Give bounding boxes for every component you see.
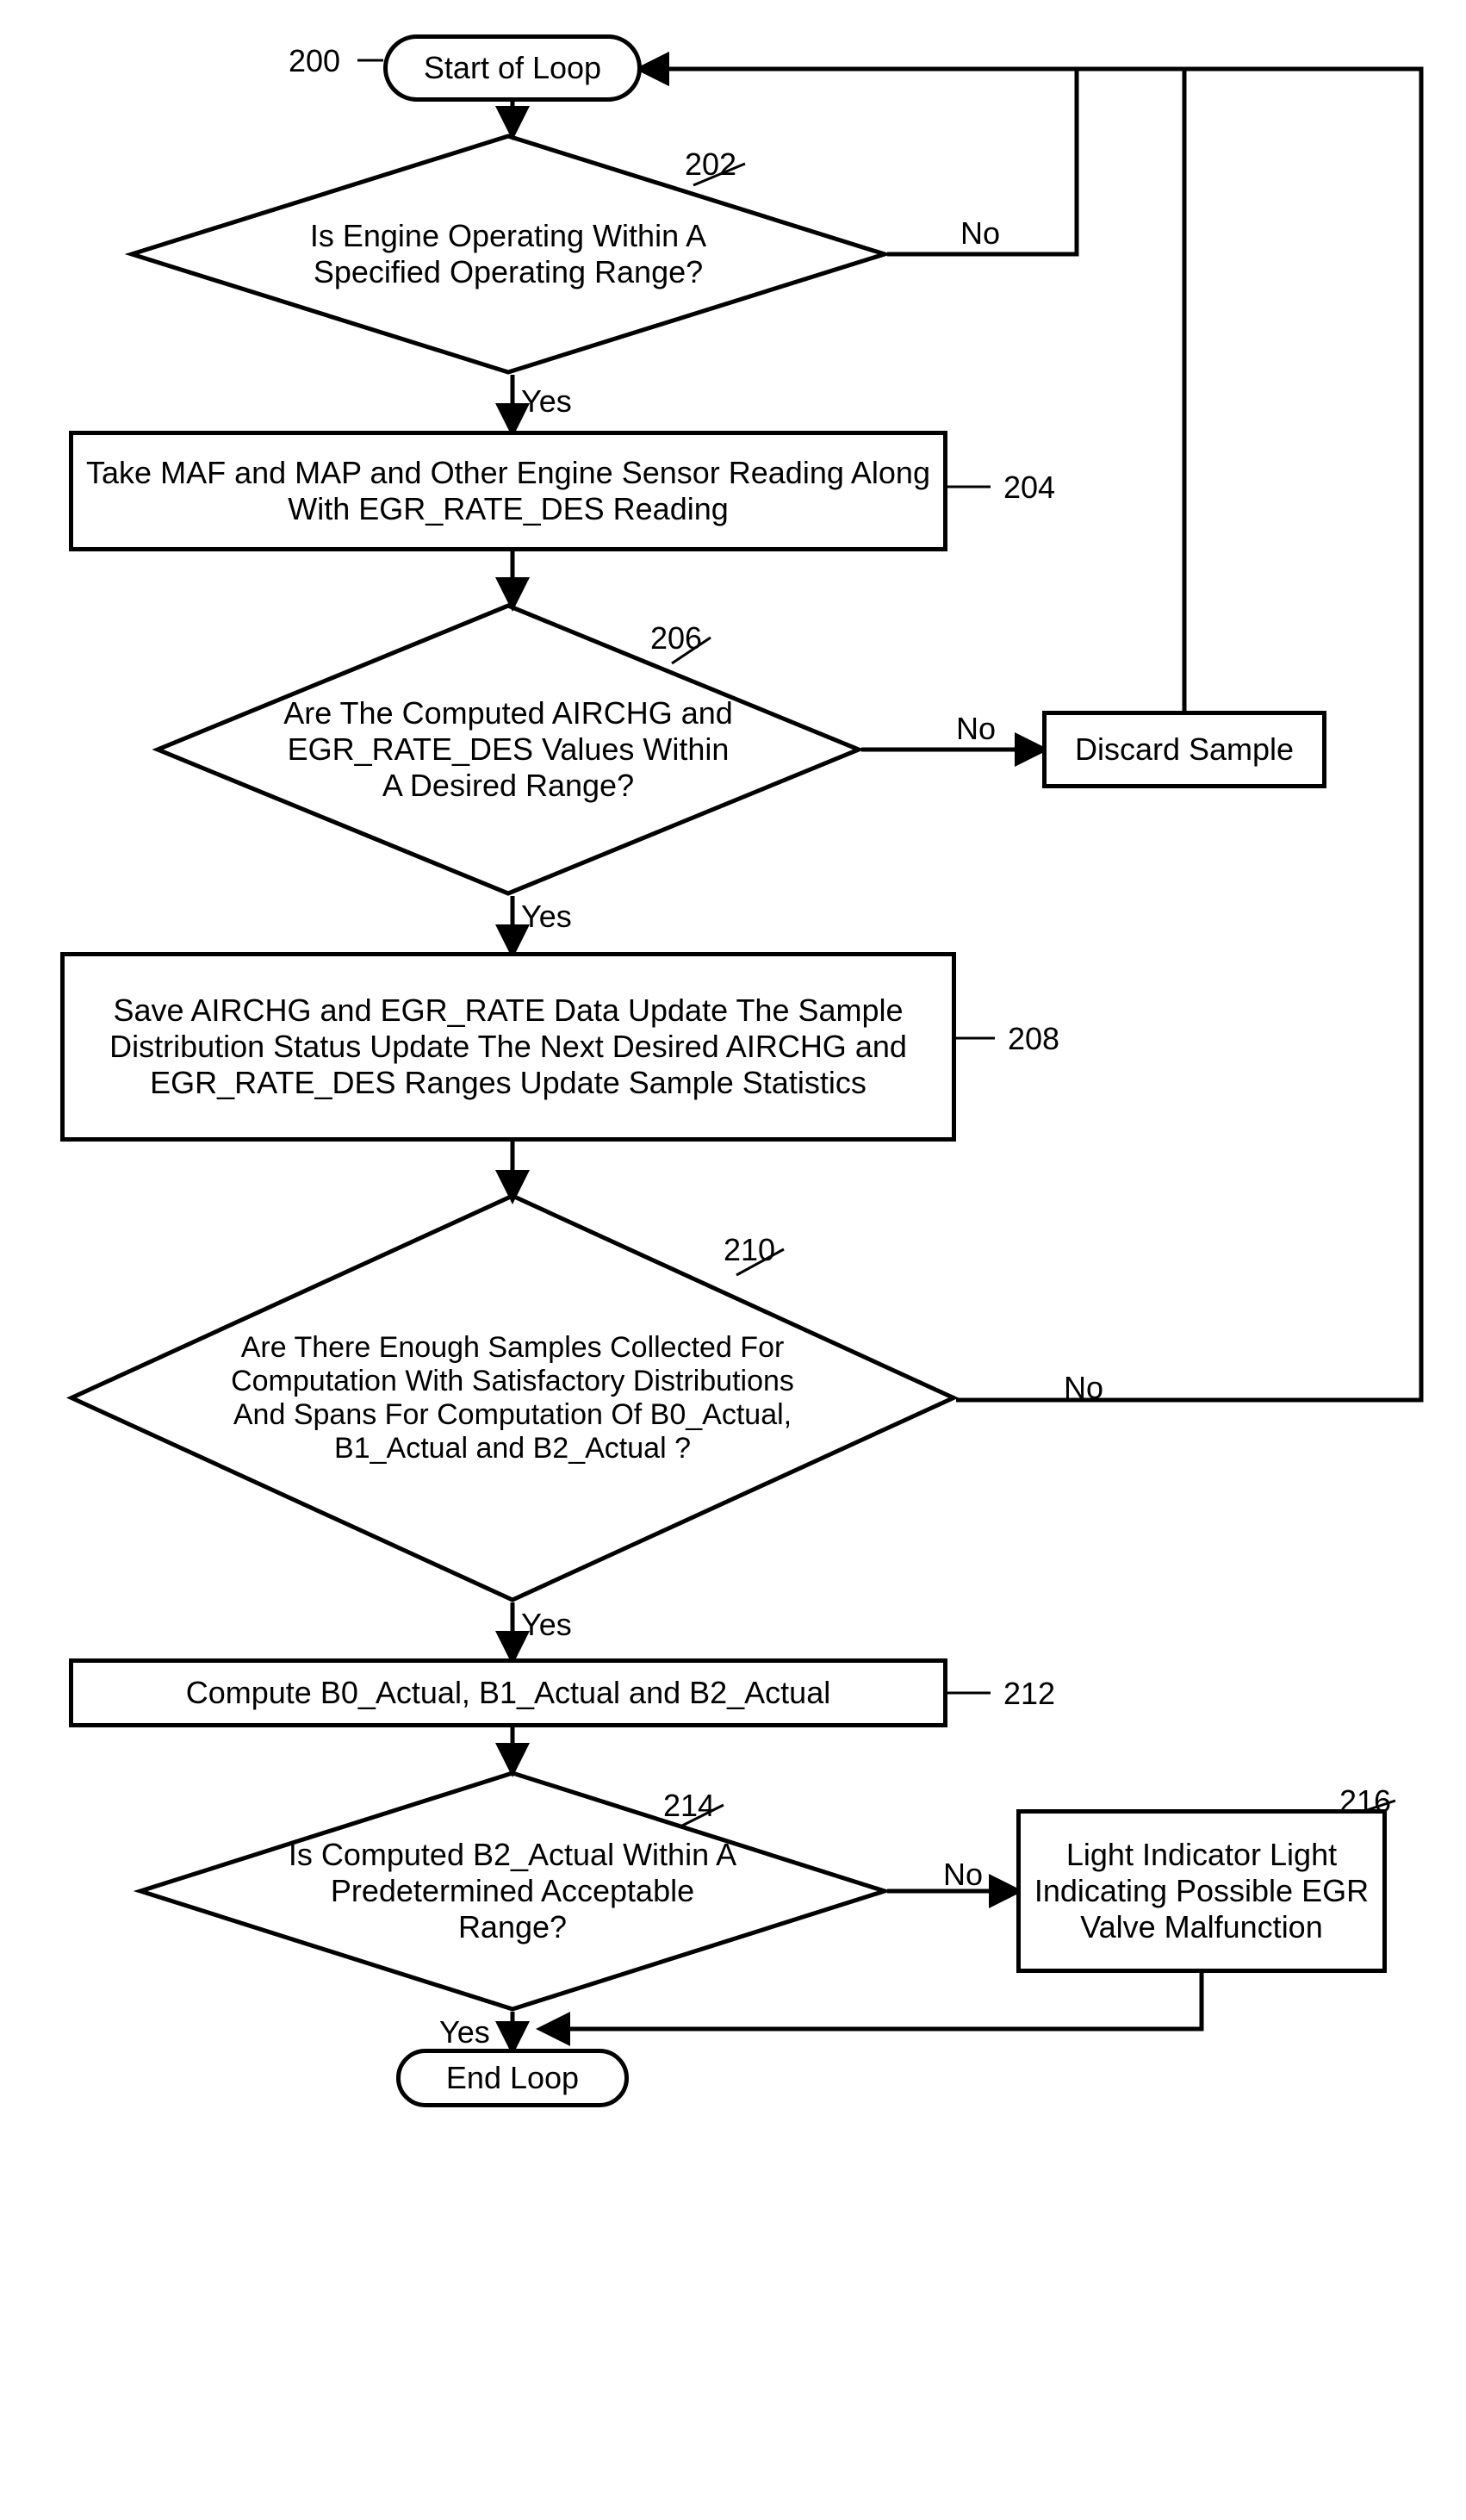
ref-212: 212 bbox=[1003, 1676, 1055, 1712]
process-take-readings-text: Take MAF and MAP and Other Engine Sensor… bbox=[85, 455, 931, 527]
process-discard-sample: Discard Sample bbox=[1042, 711, 1326, 788]
decision-enough-text: Are There Enough Samples Collected For C… bbox=[202, 1331, 823, 1465]
decision-engine-text: Is Engine Operating Within A Specified O… bbox=[281, 218, 736, 290]
start-terminator: Start of Loop bbox=[383, 34, 642, 102]
label-yes-202: Yes bbox=[521, 383, 572, 420]
process-compute-text: Compute B0_Actual, B1_Actual and B2_Actu… bbox=[186, 1675, 830, 1711]
ref-206: 206 bbox=[650, 620, 702, 656]
label-no-214: No bbox=[943, 1857, 983, 1893]
ref-202: 202 bbox=[685, 146, 736, 183]
decision-engine-range: Is Engine Operating Within A Specified O… bbox=[129, 134, 887, 375]
label-no-202: No bbox=[960, 215, 1000, 252]
flowchart-canvas: Start of Loop End Loop Is Engine Operati… bbox=[0, 0, 1466, 2107]
ref-214: 214 bbox=[663, 1788, 715, 1824]
ref-200: 200 bbox=[289, 43, 340, 79]
label-yes-206: Yes bbox=[521, 899, 572, 935]
ref-210: 210 bbox=[724, 1232, 775, 1268]
process-light-text: Light Indicator Light Indicating Possibl… bbox=[1033, 1837, 1370, 1945]
end-text: End Loop bbox=[446, 2060, 579, 2096]
start-text: Start of Loop bbox=[424, 50, 601, 86]
label-yes-210: Yes bbox=[521, 1607, 572, 1643]
process-save-text: Save AIRCHG and EGR_RATE Data Update The… bbox=[77, 992, 940, 1101]
decision-b2-text: Is Computed B2_Actual Within A Predeterm… bbox=[288, 1837, 737, 1945]
process-light-indicator: Light Indicator Light Indicating Possibl… bbox=[1016, 1809, 1387, 1973]
ref-216: 216 bbox=[1339, 1783, 1391, 1820]
end-terminator: End Loop bbox=[396, 2049, 629, 2107]
decision-airchg-text: Are The Computed AIRCHG and EGR_RATE_DES… bbox=[283, 695, 735, 804]
ref-208: 208 bbox=[1008, 1021, 1059, 1057]
decision-enough-samples: Are There Enough Samples Collected For C… bbox=[69, 1193, 956, 1602]
process-compute-b: Compute B0_Actual, B1_Actual and B2_Actu… bbox=[69, 1658, 947, 1727]
decision-airchg-range: Are The Computed AIRCHG and EGR_RATE_DES… bbox=[155, 603, 861, 896]
process-save-update: Save AIRCHG and EGR_RATE Data Update The… bbox=[60, 952, 956, 1142]
label-no-206: No bbox=[956, 711, 996, 747]
process-discard-text: Discard Sample bbox=[1075, 731, 1294, 768]
label-yes-214: Yes bbox=[439, 2014, 490, 2050]
ref-204: 204 bbox=[1003, 470, 1055, 506]
label-no-210: No bbox=[1064, 1370, 1103, 1406]
decision-b2-range: Is Computed B2_Actual Within A Predeterm… bbox=[138, 1770, 887, 2012]
process-take-readings: Take MAF and MAP and Other Engine Sensor… bbox=[69, 431, 947, 551]
